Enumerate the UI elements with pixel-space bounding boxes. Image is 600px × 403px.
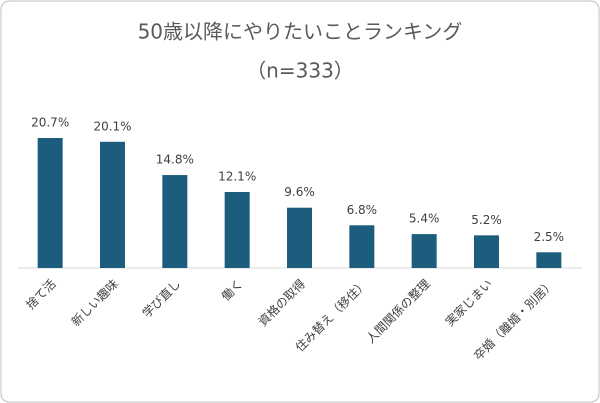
bar [162,175,188,268]
bar [287,207,312,268]
bar [349,225,375,268]
value-label: 12.1% [218,170,256,184]
bar [224,192,250,268]
bar [536,252,562,268]
value-label: 14.8% [156,153,194,167]
value-label: 6.8% [347,203,378,217]
chart-subtitle: （n=333） [246,59,354,83]
bar [411,234,437,268]
value-label: 9.6% [284,185,315,199]
value-label: 20.7% [31,116,69,130]
bar [100,141,125,268]
value-label: 20.1% [93,119,131,133]
value-label: 5.2% [471,213,502,227]
chart-title: 50歳以降にやりたいことランキング [138,20,463,44]
value-label: 2.5% [534,230,565,244]
bar [37,138,63,268]
bar [474,235,499,268]
value-label: 5.4% [409,212,440,226]
